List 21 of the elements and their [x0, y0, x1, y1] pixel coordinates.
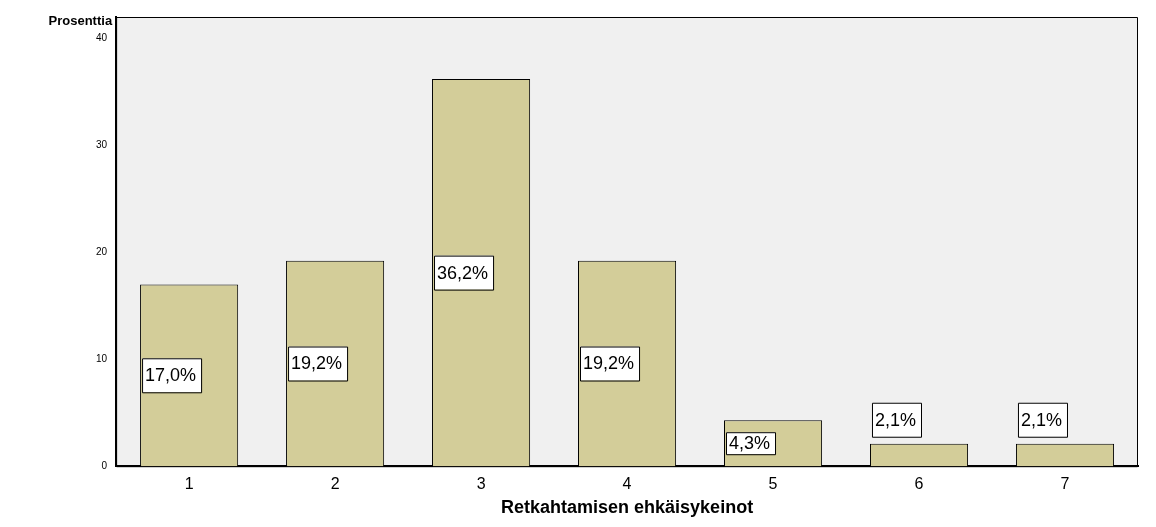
- data-label: 19,2%: [291, 353, 343, 374]
- data-label: 19,2%: [583, 353, 635, 374]
- x-tick-label: 3: [476, 475, 486, 493]
- x-axis-title: Retkahtamisen ehkäisykeinot: [501, 497, 754, 518]
- data-label: 36,2%: [437, 262, 489, 283]
- y-tick-label: 30: [96, 139, 108, 151]
- data-label: 2,1%: [874, 409, 917, 430]
- y-tick-label: 10: [96, 353, 108, 364]
- data-label: 4,3%: [728, 433, 771, 454]
- x-tick-label: 7: [1060, 475, 1070, 493]
- data-label: 17,0%: [145, 365, 197, 386]
- x-tick-label: 5: [768, 475, 778, 493]
- x-tick-label: 6: [914, 475, 924, 493]
- x-tick-label: 1: [184, 475, 194, 493]
- y-tick-label: 0: [101, 459, 108, 471]
- y-tick-label: 40: [96, 32, 108, 44]
- x-tick-label: 2: [330, 475, 340, 493]
- y-tick-label: 20: [96, 246, 108, 258]
- data-label: 2,1%: [1020, 409, 1062, 430]
- y-axis-title: Prosenttia: [48, 12, 113, 28]
- x-tick-label: 4: [622, 475, 632, 493]
